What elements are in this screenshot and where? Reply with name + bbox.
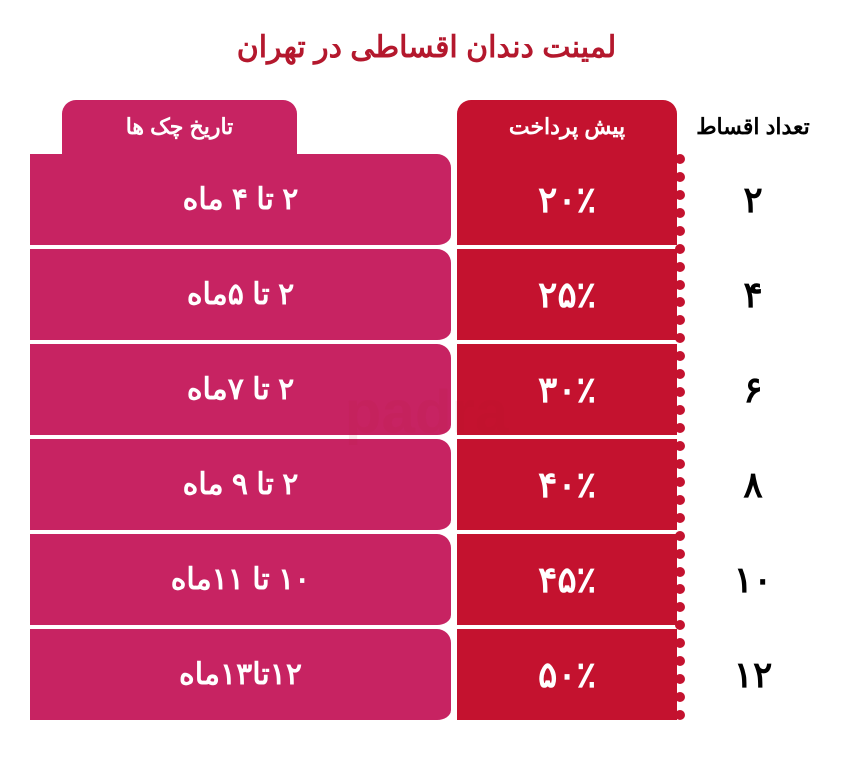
cell-installments: ۶ xyxy=(683,344,823,439)
page-title: لمینت دندان اقساطی در تهران xyxy=(30,30,823,65)
cell-installments: ۱۰ xyxy=(683,534,823,629)
cell-installments: ۴ xyxy=(683,249,823,344)
cell-checkdates: ۲ تا ۷ماه xyxy=(30,344,451,439)
cell-installments: ۲ xyxy=(683,154,823,249)
cell-checkdates: ۲ تا ۴ ماه xyxy=(30,154,451,249)
table-row: ۱۲ ۵۰٪ ۱۲تا۱۳ماه xyxy=(30,629,823,724)
cell-prepayment: ۵۰٪ xyxy=(457,629,677,724)
cell-prepayment: ۴۵٪ xyxy=(457,534,677,629)
header-checkdates: تاریخ چک ها xyxy=(62,100,297,154)
header-prepayment: پیش پرداخت xyxy=(457,100,677,154)
cell-prepayment: ۲۰٪ xyxy=(457,154,677,249)
table-row: ۲ ۲۰٪ ۲ تا ۴ ماه xyxy=(30,154,823,249)
cell-installments: ۸ xyxy=(683,439,823,534)
cell-checkdates: ۲ تا ۵ماه xyxy=(30,249,451,344)
installment-table: padra تعداد اقساط پیش پرداخت تاریخ چک ها… xyxy=(30,100,823,724)
cell-checkdates: ۱۰ تا ۱۱ماه xyxy=(30,534,451,629)
cell-checkdates: ۱۲تا۱۳ماه xyxy=(30,629,451,724)
cell-installments: ۱۲ xyxy=(683,629,823,724)
table-header-row: تعداد اقساط پیش پرداخت تاریخ چک ها xyxy=(30,100,823,154)
table-row: ۴ ۲۵٪ ۲ تا ۵ماه xyxy=(30,249,823,344)
header-installments: تعداد اقساط xyxy=(683,100,823,154)
cell-prepayment: ۲۵٪ xyxy=(457,249,677,344)
table-row: ۸ ۴۰٪ ۲ تا ۹ ماه xyxy=(30,439,823,534)
cell-prepayment: ۴۰٪ xyxy=(457,439,677,534)
table-row: ۶ ۳۰٪ ۲ تا ۷ماه xyxy=(30,344,823,439)
dotted-divider xyxy=(677,150,683,724)
table-row: ۱۰ ۴۵٪ ۱۰ تا ۱۱ماه xyxy=(30,534,823,629)
cell-prepayment: ۳۰٪ xyxy=(457,344,677,439)
cell-checkdates: ۲ تا ۹ ماه xyxy=(30,439,451,534)
